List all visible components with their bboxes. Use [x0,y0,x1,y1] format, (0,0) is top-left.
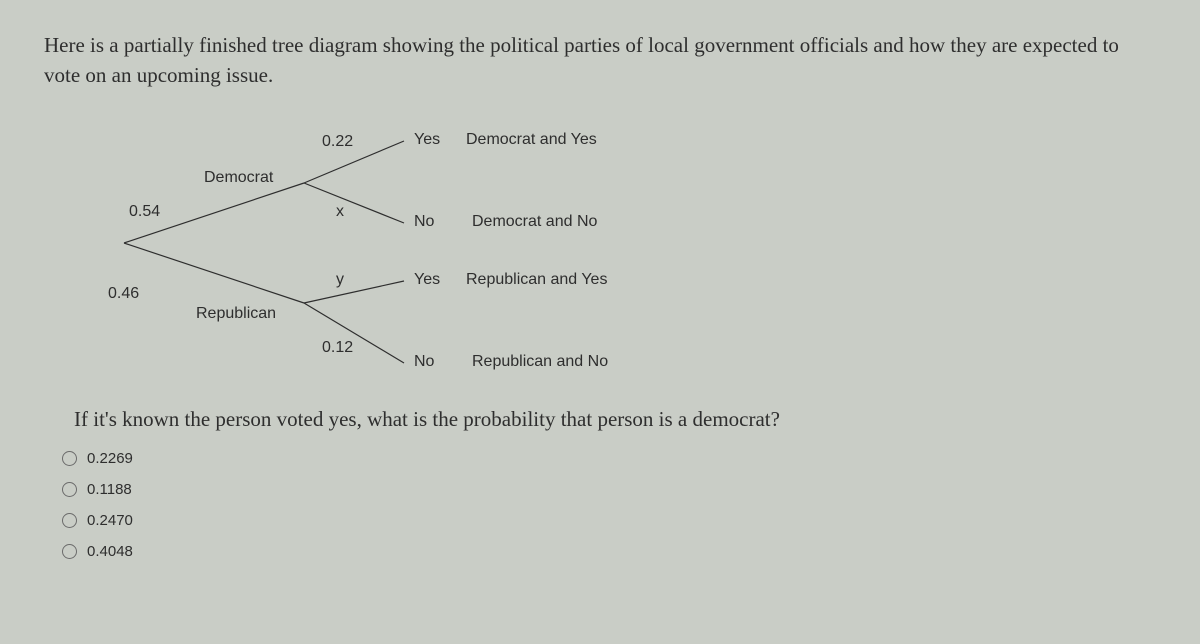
answer-option-2[interactable]: 0.2470 [62,512,1156,529]
outcome-label-1: Democrat and No [472,213,597,231]
answer-options: 0.2269 0.1188 0.2470 0.4048 [62,450,1156,560]
radio-icon[interactable] [62,544,77,559]
branch-label-republican: Republican [196,305,276,323]
vote-label-1: No [414,213,434,231]
option-label: 0.2470 [87,512,133,529]
outcome-label-0: Democrat and Yes [466,131,597,149]
branch-prob-l1-0: 0.54 [129,203,160,221]
radio-icon[interactable] [62,451,77,466]
branch-prob-l2-2: y [336,271,344,289]
radio-icon[interactable] [62,482,77,497]
intro-text: Here is a partially finished tree diagra… [44,30,1156,91]
tree-diagram: 0.54 Democrat 0.46 Republican 0.22 Yes Democra… [74,113,974,393]
radio-icon[interactable] [62,513,77,528]
vote-label-3: No [414,353,434,371]
option-label: 0.4048 [87,543,133,560]
option-label: 0.1188 [87,481,132,498]
answer-option-3[interactable]: 0.4048 [62,543,1156,560]
page-root: Here is a partially finished tree diagra… [0,0,1200,644]
branch-prob-l2-1: x [336,203,344,221]
vote-label-2: Yes [414,271,440,289]
answer-option-1[interactable]: 0.1188 [62,481,1156,498]
branch-label-democrat: Democrat [204,169,273,187]
outcome-label-2: Republican and Yes [466,271,607,289]
branch-prob-l2-0: 0.22 [322,133,353,151]
vote-label-0: Yes [414,131,440,149]
answer-option-0[interactable]: 0.2269 [62,450,1156,467]
tree-svg [74,113,974,393]
branch-prob-l2-3: 0.12 [322,339,353,357]
outcome-label-3: Republican and No [472,353,608,371]
option-label: 0.2269 [87,450,133,467]
question-text: If it's known the person voted yes, what… [74,407,1156,432]
branch-prob-l1-1: 0.46 [108,285,139,303]
